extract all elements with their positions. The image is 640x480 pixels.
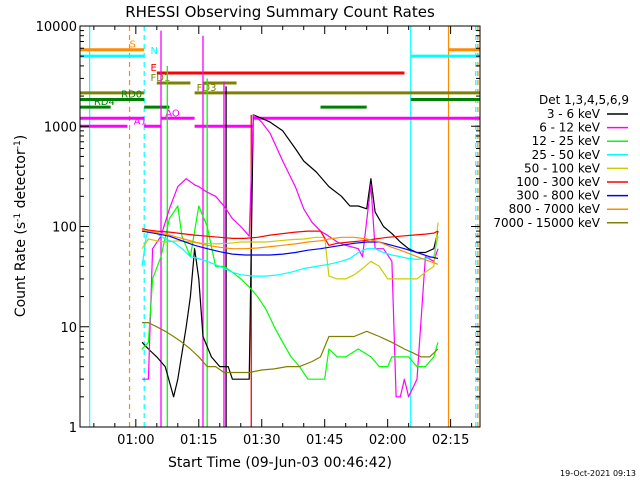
x-tick-label-4: 02:00 <box>369 433 406 448</box>
x-axis: 01:00 01:15 01:30 01:45 02:00 02:15 <box>93 26 473 448</box>
series-line-8 <box>142 322 439 374</box>
legend-label-0: 3 - 6 keV <box>547 107 601 121</box>
status-bar-label-ao: AO <box>165 108 180 119</box>
series-line-4 <box>141 222 439 280</box>
status-bar-label-n: N <box>151 46 158 57</box>
series-line-5 <box>141 228 439 246</box>
y-axis-label-end: ) <box>13 135 29 140</box>
plot-content: SNEFD1FD3RD0RD4AOA1 <box>80 26 480 427</box>
y-axis-label-sup2: -1 <box>13 140 23 149</box>
series-line-1 <box>142 114 439 398</box>
y-tick-label-0: 1 <box>69 421 77 436</box>
plot-area: SNEFD1FD3RD0RD4AOA1 <box>80 26 480 427</box>
x-tick-label-1: 01:15 <box>180 433 217 448</box>
series-line-3 <box>141 230 439 277</box>
legend-label-5: 100 - 300 keV <box>516 175 600 189</box>
y-axis-label-sup1: -1 <box>13 213 23 222</box>
x-tick-label-2: 01:30 <box>243 433 280 448</box>
series-line-7 <box>142 229 439 265</box>
status-bar-label-s: S <box>130 40 136 51</box>
y-tick-label-2: 100 <box>52 221 77 236</box>
status-bar-label-rd4: RD4 <box>94 97 115 108</box>
legend-label-8: 7000 - 15000 keV <box>493 216 600 230</box>
status-bar-label-e: E <box>151 63 157 74</box>
y-axis-label: Count Rate (s-1 detector-1) <box>13 135 29 317</box>
legend-title: Det 1,3,4,5,6,9 <box>539 93 629 107</box>
y-tick-label-3: 1000 <box>44 120 77 135</box>
legend-label-3: 25 - 50 keV <box>532 148 601 162</box>
footer-timestamp: 19-Oct-2021 09:13 <box>560 469 636 478</box>
x-tick-label-3: 01:45 <box>306 433 343 448</box>
series-line-0 <box>141 114 439 398</box>
y-axis: 1 10 100 1000 10000 <box>36 20 480 436</box>
legend-label-6: 300 - 800 keV <box>516 189 600 203</box>
legend-label-1: 6 - 12 keV <box>539 121 601 135</box>
series-line-2 <box>141 205 439 380</box>
legend-label-7: 800 - 7000 keV <box>509 202 601 216</box>
series-line-6 <box>142 230 439 260</box>
legend-label-4: 50 - 100 keV <box>524 161 601 175</box>
y-axis-label-main: Count Rate (s <box>13 222 29 317</box>
y-tick-label-4: 10000 <box>36 20 77 35</box>
x-tick-label-0: 01:00 <box>117 433 154 448</box>
x-tick-label-5: 02:15 <box>432 433 469 448</box>
x-axis-label: Start Time (09-Jun-03 00:46:42) <box>168 455 392 471</box>
y-tick-label-1: 10 <box>60 321 77 336</box>
legend-label-2: 12 - 25 keV <box>532 134 601 148</box>
y-axis-label-mid: detector <box>13 149 29 213</box>
status-bar-label-rd0: RD0 <box>121 89 142 100</box>
status-bar-label-a1: A1 <box>134 116 147 127</box>
chart-title: RHESSI Observing Summary Count Rates <box>125 3 435 21</box>
